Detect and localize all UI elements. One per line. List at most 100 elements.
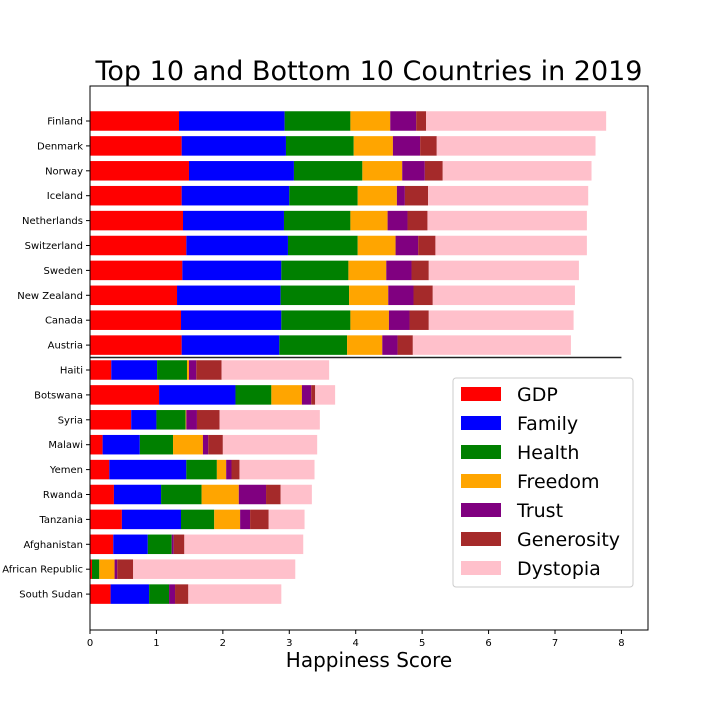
y-tick-label: Iceland <box>47 191 83 202</box>
bar-freedom-18 <box>99 559 115 579</box>
legend-label-generosity: Generosity <box>517 529 620 551</box>
y-tick-label: Haiti <box>60 366 83 377</box>
x-tick-label: 1 <box>153 638 159 649</box>
bar-dystopia-1 <box>436 136 596 156</box>
bar-gdp-14 <box>90 459 110 480</box>
bar-freedom-4 <box>350 210 388 231</box>
bar-trust-12 <box>186 410 197 430</box>
bar-generosity-13 <box>208 434 223 455</box>
bar-gdp-4 <box>90 210 183 231</box>
legend-label-gdp: GDP <box>517 384 558 406</box>
bar-gdp-12 <box>90 410 132 430</box>
bar-gdp-8 <box>90 310 182 330</box>
y-tick-label: Netherlands <box>22 216 83 227</box>
bar-freedom-7 <box>349 285 389 306</box>
y-tick-label: Canada <box>45 316 83 327</box>
bar-family-4 <box>183 210 284 231</box>
bar-trust-0 <box>390 111 417 131</box>
y-tick-label: Malawi <box>48 440 83 451</box>
bar-trust-19 <box>169 584 176 604</box>
bar-generosity-19 <box>175 584 189 604</box>
bar-generosity-6 <box>411 260 429 281</box>
bar-health-1 <box>285 136 354 156</box>
y-tick-label: Finland <box>47 117 83 128</box>
bar-health-4 <box>283 210 351 231</box>
bar-health-2 <box>293 161 363 181</box>
bar-generosity-8 <box>409 310 429 330</box>
bar-trust-13 <box>202 434 209 455</box>
bar-family-3 <box>181 185 290 206</box>
y-tick-label: African Republic <box>2 565 83 576</box>
bar-health-0 <box>284 111 351 131</box>
bar-trust-17 <box>171 534 174 555</box>
bar-freedom-11 <box>271 385 302 405</box>
bar-trust-2 <box>402 161 425 181</box>
chart-title: Top 10 and Bottom 10 Countries in 2019 <box>95 56 643 87</box>
bar-gdp-17 <box>90 534 114 555</box>
bar-gdp-1 <box>90 136 182 156</box>
bar-trust-8 <box>388 310 410 330</box>
bar-health-19 <box>149 584 170 604</box>
bar-dystopia-14 <box>239 459 315 480</box>
x-tick-label: 2 <box>220 638 226 649</box>
bar-dystopia-10 <box>221 360 330 380</box>
legend-label-family: Family <box>517 413 578 435</box>
bar-family-16 <box>121 509 182 530</box>
legend-swatch-gdp <box>461 387 501 401</box>
bar-generosity-16 <box>250 509 269 530</box>
y-tick-label: Austria <box>48 341 83 352</box>
bar-trust-4 <box>387 210 408 231</box>
bar-freedom-0 <box>350 111 391 131</box>
bar-family-14 <box>109 459 187 480</box>
bar-freedom-9 <box>347 335 383 355</box>
y-tick-label: Denmark <box>37 141 83 152</box>
bar-family-9 <box>181 335 280 355</box>
legend-label-health: Health <box>517 442 579 464</box>
bar-family-0 <box>179 111 285 131</box>
legend-label-dystopia: Dystopia <box>517 558 601 580</box>
bar-freedom-1 <box>353 136 393 156</box>
bar-family-7 <box>177 285 281 306</box>
y-tick-label: Rwanda <box>43 490 83 501</box>
bar-dystopia-11 <box>315 385 336 405</box>
bar-health-17 <box>147 534 172 555</box>
legend-swatch-family <box>461 416 501 430</box>
bars-layer <box>90 111 607 604</box>
y-tick-label: Tanzania <box>38 515 83 526</box>
bar-health-12 <box>156 410 186 430</box>
bar-generosity-1 <box>420 136 437 156</box>
bar-freedom-13 <box>173 434 203 455</box>
y-tick-label: Sweden <box>43 266 83 277</box>
bar-family-11 <box>159 385 236 405</box>
bar-dystopia-0 <box>426 111 607 131</box>
bar-dystopia-9 <box>412 335 571 355</box>
legend-swatch-generosity <box>461 532 501 546</box>
y-tick-label: Switzerland <box>25 241 83 252</box>
bar-trust-14 <box>226 459 232 480</box>
bar-family-5 <box>186 235 288 256</box>
bar-trust-9 <box>382 335 398 355</box>
bar-health-7 <box>280 285 350 306</box>
x-axis-ticks: 0 1 2 3 4 5 6 7 8 <box>87 630 625 649</box>
bar-health-5 <box>287 235 358 256</box>
legend-swatch-freedom <box>461 474 501 488</box>
bar-generosity-4 <box>407 210 428 231</box>
y-tick-label: South Sudan <box>19 590 83 601</box>
bar-trust-11 <box>301 385 312 405</box>
bar-dystopia-16 <box>268 509 305 530</box>
bar-trust-6 <box>386 260 412 281</box>
bar-health-10 <box>157 360 187 380</box>
bar-gdp-5 <box>90 235 187 256</box>
bar-gdp-19 <box>90 584 111 604</box>
bar-dystopia-18 <box>133 559 296 579</box>
x-tick-label: 6 <box>485 638 491 649</box>
legend: GDP Family Health Freedom Trust Generosity Dys… <box>452 377 634 588</box>
bar-trust-10 <box>188 360 197 380</box>
bar-dystopia-12 <box>219 410 320 430</box>
bar-generosity-18 <box>117 559 134 579</box>
bar-health-8 <box>281 310 351 330</box>
bar-gdp-7 <box>90 285 178 306</box>
bar-health-16 <box>181 509 215 530</box>
bar-gdp-13 <box>90 434 103 455</box>
bar-health-6 <box>281 260 349 281</box>
